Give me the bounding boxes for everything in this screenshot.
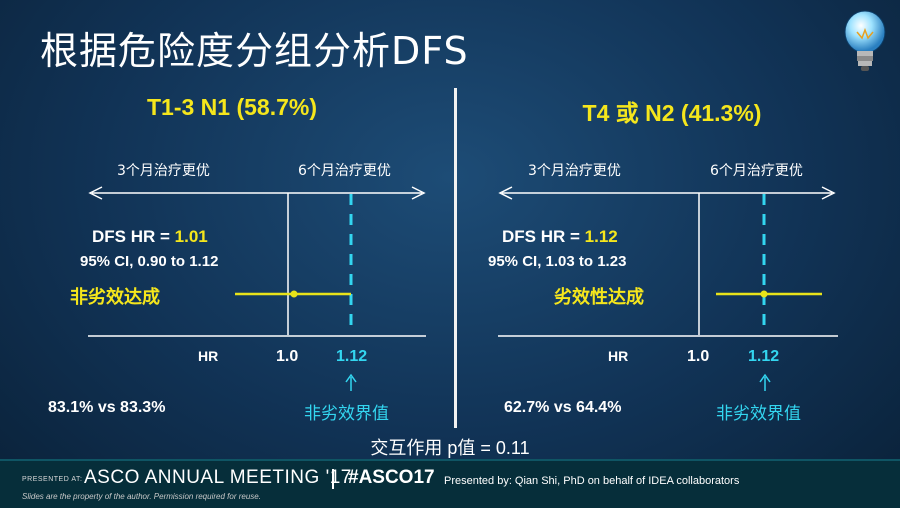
subgroup-title: T1-3 N1 (58.7%) [146, 94, 317, 120]
arrow-right-label: 6个月治疗更优 [298, 163, 391, 179]
hr-value: 1.01 [174, 227, 208, 246]
hr-prefix: DFS HR = [502, 227, 585, 246]
arrow-right-head [411, 186, 426, 200]
subgroup-title: T4 或 N2 (41.3%) [582, 100, 762, 126]
axis-hr-label: HR [608, 348, 629, 364]
arrow-right-head [821, 186, 836, 200]
slide-title: 根据危险度分组分析DFS [40, 29, 469, 73]
point-estimate [290, 290, 298, 298]
arrow-left-label: 3个月治疗更优 [117, 163, 210, 179]
margin-label: 非劣效界值 [304, 404, 389, 424]
axis-margin-tick: 1.12 [336, 348, 368, 365]
lightbulb-icon [844, 10, 886, 71]
forest-plot-left [88, 186, 426, 391]
result-status: 非劣效达成 [70, 287, 160, 308]
axis-margin-tick: 1.12 [748, 348, 780, 365]
subgroup-panel-right: T4 或 N2 (41.3%) 3个月治疗更优 6个月治疗更优 DFS HR =… [462, 90, 882, 430]
footer-disclaimer: Slides are the property of the author. P… [22, 492, 261, 501]
panel-divider [454, 88, 457, 428]
presenter-credit: Presented by: Qian Shi, PhD on behalf of… [444, 475, 740, 487]
hr-value: 1.12 [584, 227, 618, 246]
axis-ref-tick: 1.0 [687, 348, 710, 365]
hr-line: DFS HR = 1.01 [92, 227, 208, 247]
point-estimate [760, 290, 768, 298]
arrow-left-head [498, 186, 513, 200]
arrow-left-head [88, 186, 103, 200]
forest-plot-right [498, 186, 838, 391]
hr-line: DFS HR = 1.12 [502, 227, 618, 247]
presented-at-label: PRESENTED AT: [22, 476, 83, 483]
hashtag: #ASCO17 [348, 467, 435, 488]
ci-text: 95% CI, 1.03 to 1.23 [488, 253, 627, 270]
arrow-right-label: 6个月治疗更优 [710, 163, 803, 179]
subgroup-panel-left: T1-3 N1 (58.7%) 3个月治疗更优 6个月治疗更优 DFS HR =… [22, 90, 442, 430]
footer-bar: PRESENTED AT: ASCO ANNUAL MEETING '17 #A… [0, 459, 900, 508]
event-rates: 83.1% vs 83.3% [48, 399, 166, 416]
margin-label: 非劣效界值 [716, 404, 801, 424]
event-rates: 62.7% vs 64.4% [504, 399, 622, 416]
arrow-left-label: 3个月治疗更优 [528, 163, 621, 179]
meeting-name: ASCO ANNUAL MEETING '17 [84, 467, 352, 488]
hr-prefix: DFS HR = [92, 227, 175, 246]
result-status: 劣效性达成 [554, 287, 644, 308]
axis-hr-label: HR [198, 348, 219, 364]
interaction-p-value: 交互作用 p值 = 0.11 [370, 438, 530, 458]
axis-ref-tick: 1.0 [276, 348, 299, 365]
footer-separator [332, 469, 334, 489]
ci-text: 95% CI, 0.90 to 1.12 [80, 253, 219, 270]
